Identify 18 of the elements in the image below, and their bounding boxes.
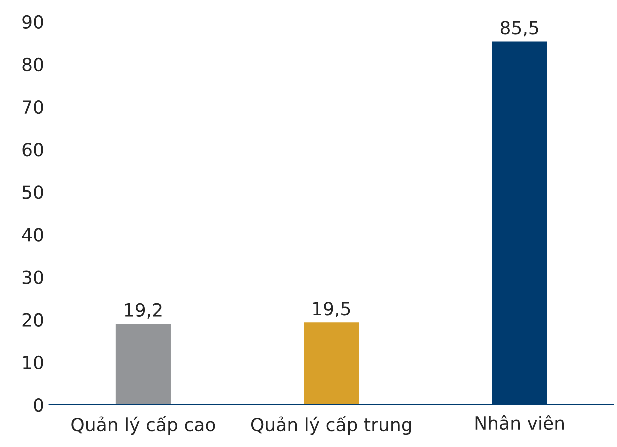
y-tick-label: 70 [23, 100, 44, 114]
x-tick-label: Nhân viên [476, 415, 564, 430]
x-tick-label: Quản lý cấp cao [72, 416, 216, 436]
bar [114, 322, 172, 405]
y-tick-label: 60 [22, 143, 44, 157]
y-tick-label: 80 [22, 58, 44, 72]
data-label: 19,5 [314, 302, 350, 318]
bar [302, 321, 361, 405]
data-label: 19,2 [125, 303, 162, 319]
y-tick-label: 90 [22, 15, 44, 30]
y-tick-label: 30 [22, 270, 44, 284]
y-tick-label: 10 [24, 356, 44, 370]
y-tick-label: 0 [34, 398, 44, 412]
y-tick-label: 50 [22, 186, 44, 200]
y-tick-label: 20 [22, 313, 44, 327]
data-label: 85,5 [500, 21, 538, 37]
x-tick-label: Quản lý cấp trung [251, 416, 412, 436]
y-tick-label: 40 [22, 228, 44, 242]
